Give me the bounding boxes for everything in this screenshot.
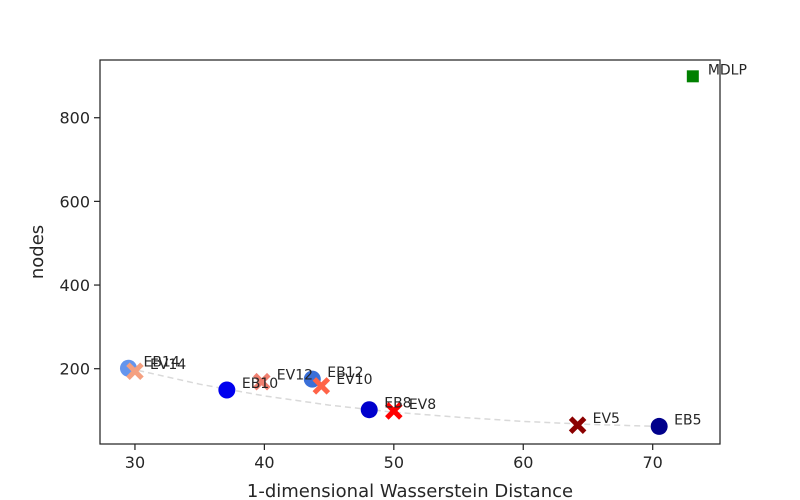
- data-point-ev10-stroke-b: [312, 377, 331, 395]
- y-tick-label: 800: [59, 109, 90, 128]
- point-label-ev10: EV10: [336, 372, 372, 388]
- data-point-ev8: [385, 402, 403, 420]
- x-tick-label: 40: [254, 453, 274, 472]
- data-point-ev5: [568, 416, 587, 434]
- data-point-ev14: [126, 362, 144, 380]
- data-point-eb10: [218, 381, 236, 399]
- point-label-ev5: EV5: [593, 411, 620, 427]
- point-label-eb14: EB14: [143, 354, 179, 370]
- y-tick-label: 400: [59, 276, 90, 295]
- x-axis-label: 1-dimensional Wasserstein Distance: [247, 481, 573, 500]
- x-tick-label: 70: [643, 453, 663, 472]
- data-point-ev5-stroke-b: [568, 416, 587, 434]
- point-label-ev8: EV8: [409, 397, 436, 413]
- point-label-eb12: EB12: [327, 365, 363, 381]
- x-tick-label: 50: [384, 453, 404, 472]
- data-point-ev14-stroke-b: [126, 362, 144, 380]
- point-label-ev14: EV14: [150, 357, 186, 373]
- data-point-ev10: [312, 377, 331, 395]
- x-tick-label: 60: [513, 453, 533, 472]
- data-point-ev12: [253, 372, 271, 391]
- data-point-ev8-stroke-b: [385, 402, 403, 420]
- data-point-eb5: [650, 417, 668, 435]
- point-label-eb10: EB10: [242, 376, 278, 392]
- data-points-layer: [119, 70, 699, 435]
- y-axis-ticks: 200 400 600 800: [59, 109, 100, 379]
- plot-frame: [99, 59, 721, 445]
- x-axis-ticks: 30 40 50 60 70: [125, 444, 663, 472]
- y-tick-label: 200: [59, 360, 90, 379]
- data-point-mdlp: [686, 70, 699, 83]
- point-label-ev12: EV12: [277, 368, 313, 384]
- data-point-ev12-stroke-b: [253, 372, 271, 391]
- point-label-eb8: EB8: [384, 396, 411, 412]
- data-point-eb8: [360, 401, 378, 419]
- x-tick-label: 30: [125, 453, 145, 472]
- y-tick-label: 600: [59, 192, 90, 211]
- point-label-mdlp: MDLP: [708, 62, 747, 78]
- y-axis-label: nodes: [27, 225, 48, 279]
- point-label-eb5: EB5: [674, 412, 701, 428]
